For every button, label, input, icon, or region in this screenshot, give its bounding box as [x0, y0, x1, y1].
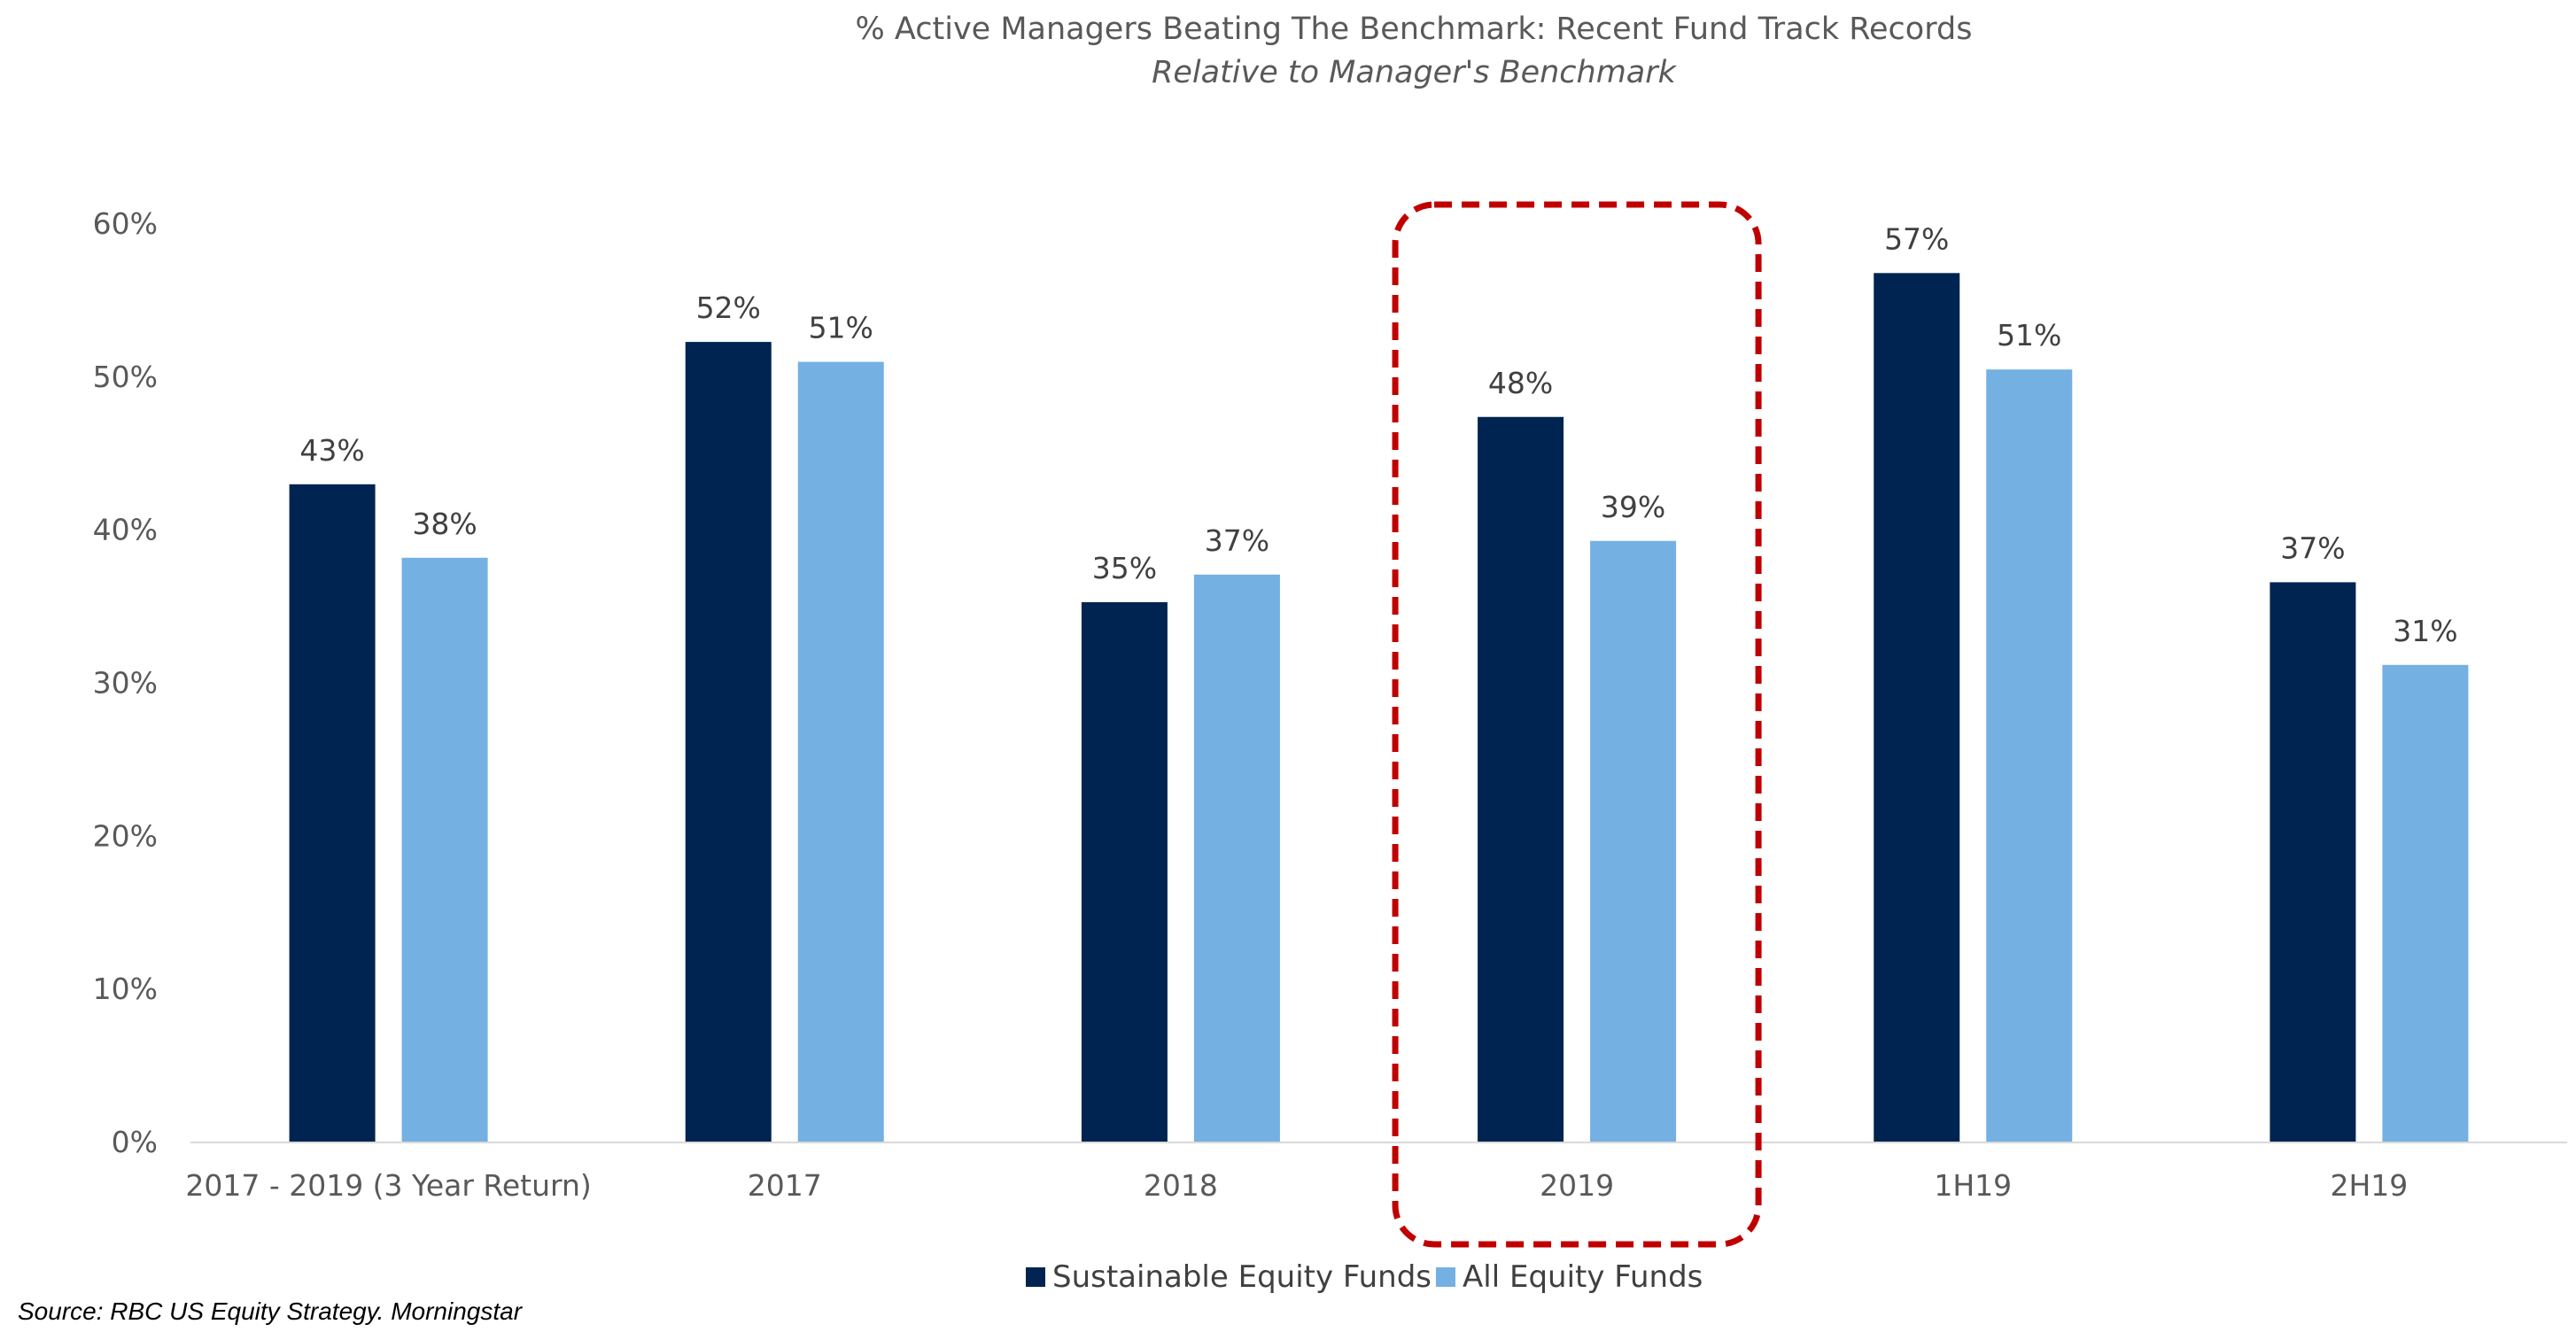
x-tick-label: 1H19 — [1934, 1168, 2012, 1203]
chart-title: % Active Managers Beating The Benchmark:… — [856, 12, 1973, 47]
legend-label: All Equity Funds — [1463, 1259, 1703, 1295]
chart-subtitle: Relative to Manager's Benchmark — [1152, 55, 1678, 90]
legend: Sustainable Equity Funds All Equity Funds — [1026, 1259, 1703, 1295]
x-tick-label: 2017 - 2019 (3 Year Return) — [185, 1168, 591, 1203]
x-tick-label: 2018 — [1144, 1168, 1218, 1203]
y-tick-label: 60% — [93, 206, 158, 241]
y-tick-label: 40% — [93, 513, 158, 547]
bar — [1081, 601, 1168, 1142]
bar — [2382, 664, 2469, 1142]
data-label: 39% — [1601, 490, 1665, 524]
bar — [401, 557, 488, 1142]
x-tick-label: 2017 — [748, 1168, 822, 1203]
y-tick-label: 0% — [112, 1125, 158, 1159]
data-label: 35% — [1092, 551, 1157, 585]
bar — [1478, 416, 1564, 1142]
data-label: 51% — [809, 311, 873, 345]
y-tick-label: 10% — [93, 972, 158, 1006]
data-labels-group: 43% 52% 35% 48% 57% 37% 38% 51% 37% 39% 51% 31% — [299, 221, 2457, 647]
data-label: 31% — [2393, 614, 2457, 648]
bar — [1874, 273, 1960, 1143]
bar — [1193, 574, 1280, 1142]
legend-label: Sustainable Equity Funds — [1052, 1259, 1432, 1295]
y-tick-label: 20% — [93, 818, 158, 853]
y-tick-label: 50% — [93, 360, 158, 394]
data-label: 48% — [1488, 366, 1553, 400]
source-note: Source: RBC US Equity Strategy. Mornings… — [18, 1297, 524, 1325]
data-label: 38% — [412, 507, 477, 541]
bar — [1986, 369, 2073, 1143]
bar — [685, 342, 772, 1142]
data-label: 37% — [1205, 523, 1269, 558]
data-label: 57% — [1884, 221, 1949, 256]
data-label: 43% — [299, 433, 364, 468]
legend-swatch — [1436, 1267, 1455, 1287]
x-axis: 2017 - 2019 (3 Year Return) 2017 2018 2019 1… — [185, 1142, 2567, 1203]
y-tick-label: 30% — [93, 666, 158, 701]
bar — [289, 484, 376, 1142]
bar — [2270, 582, 2356, 1142]
bar — [797, 361, 884, 1142]
data-label: 52% — [696, 290, 761, 325]
y-axis: 0% 10% 20% 30% 40% 50% 60% — [93, 206, 158, 1159]
x-tick-label: 2H19 — [2331, 1168, 2409, 1203]
bar — [1590, 540, 1677, 1142]
legend-swatch — [1026, 1267, 1045, 1287]
highlight-box — [1392, 201, 1762, 1248]
data-label: 37% — [2280, 530, 2345, 565]
bars-group — [289, 273, 2469, 1143]
data-label: 51% — [1997, 318, 2061, 352]
x-tick-label: 2019 — [1540, 1168, 1614, 1203]
